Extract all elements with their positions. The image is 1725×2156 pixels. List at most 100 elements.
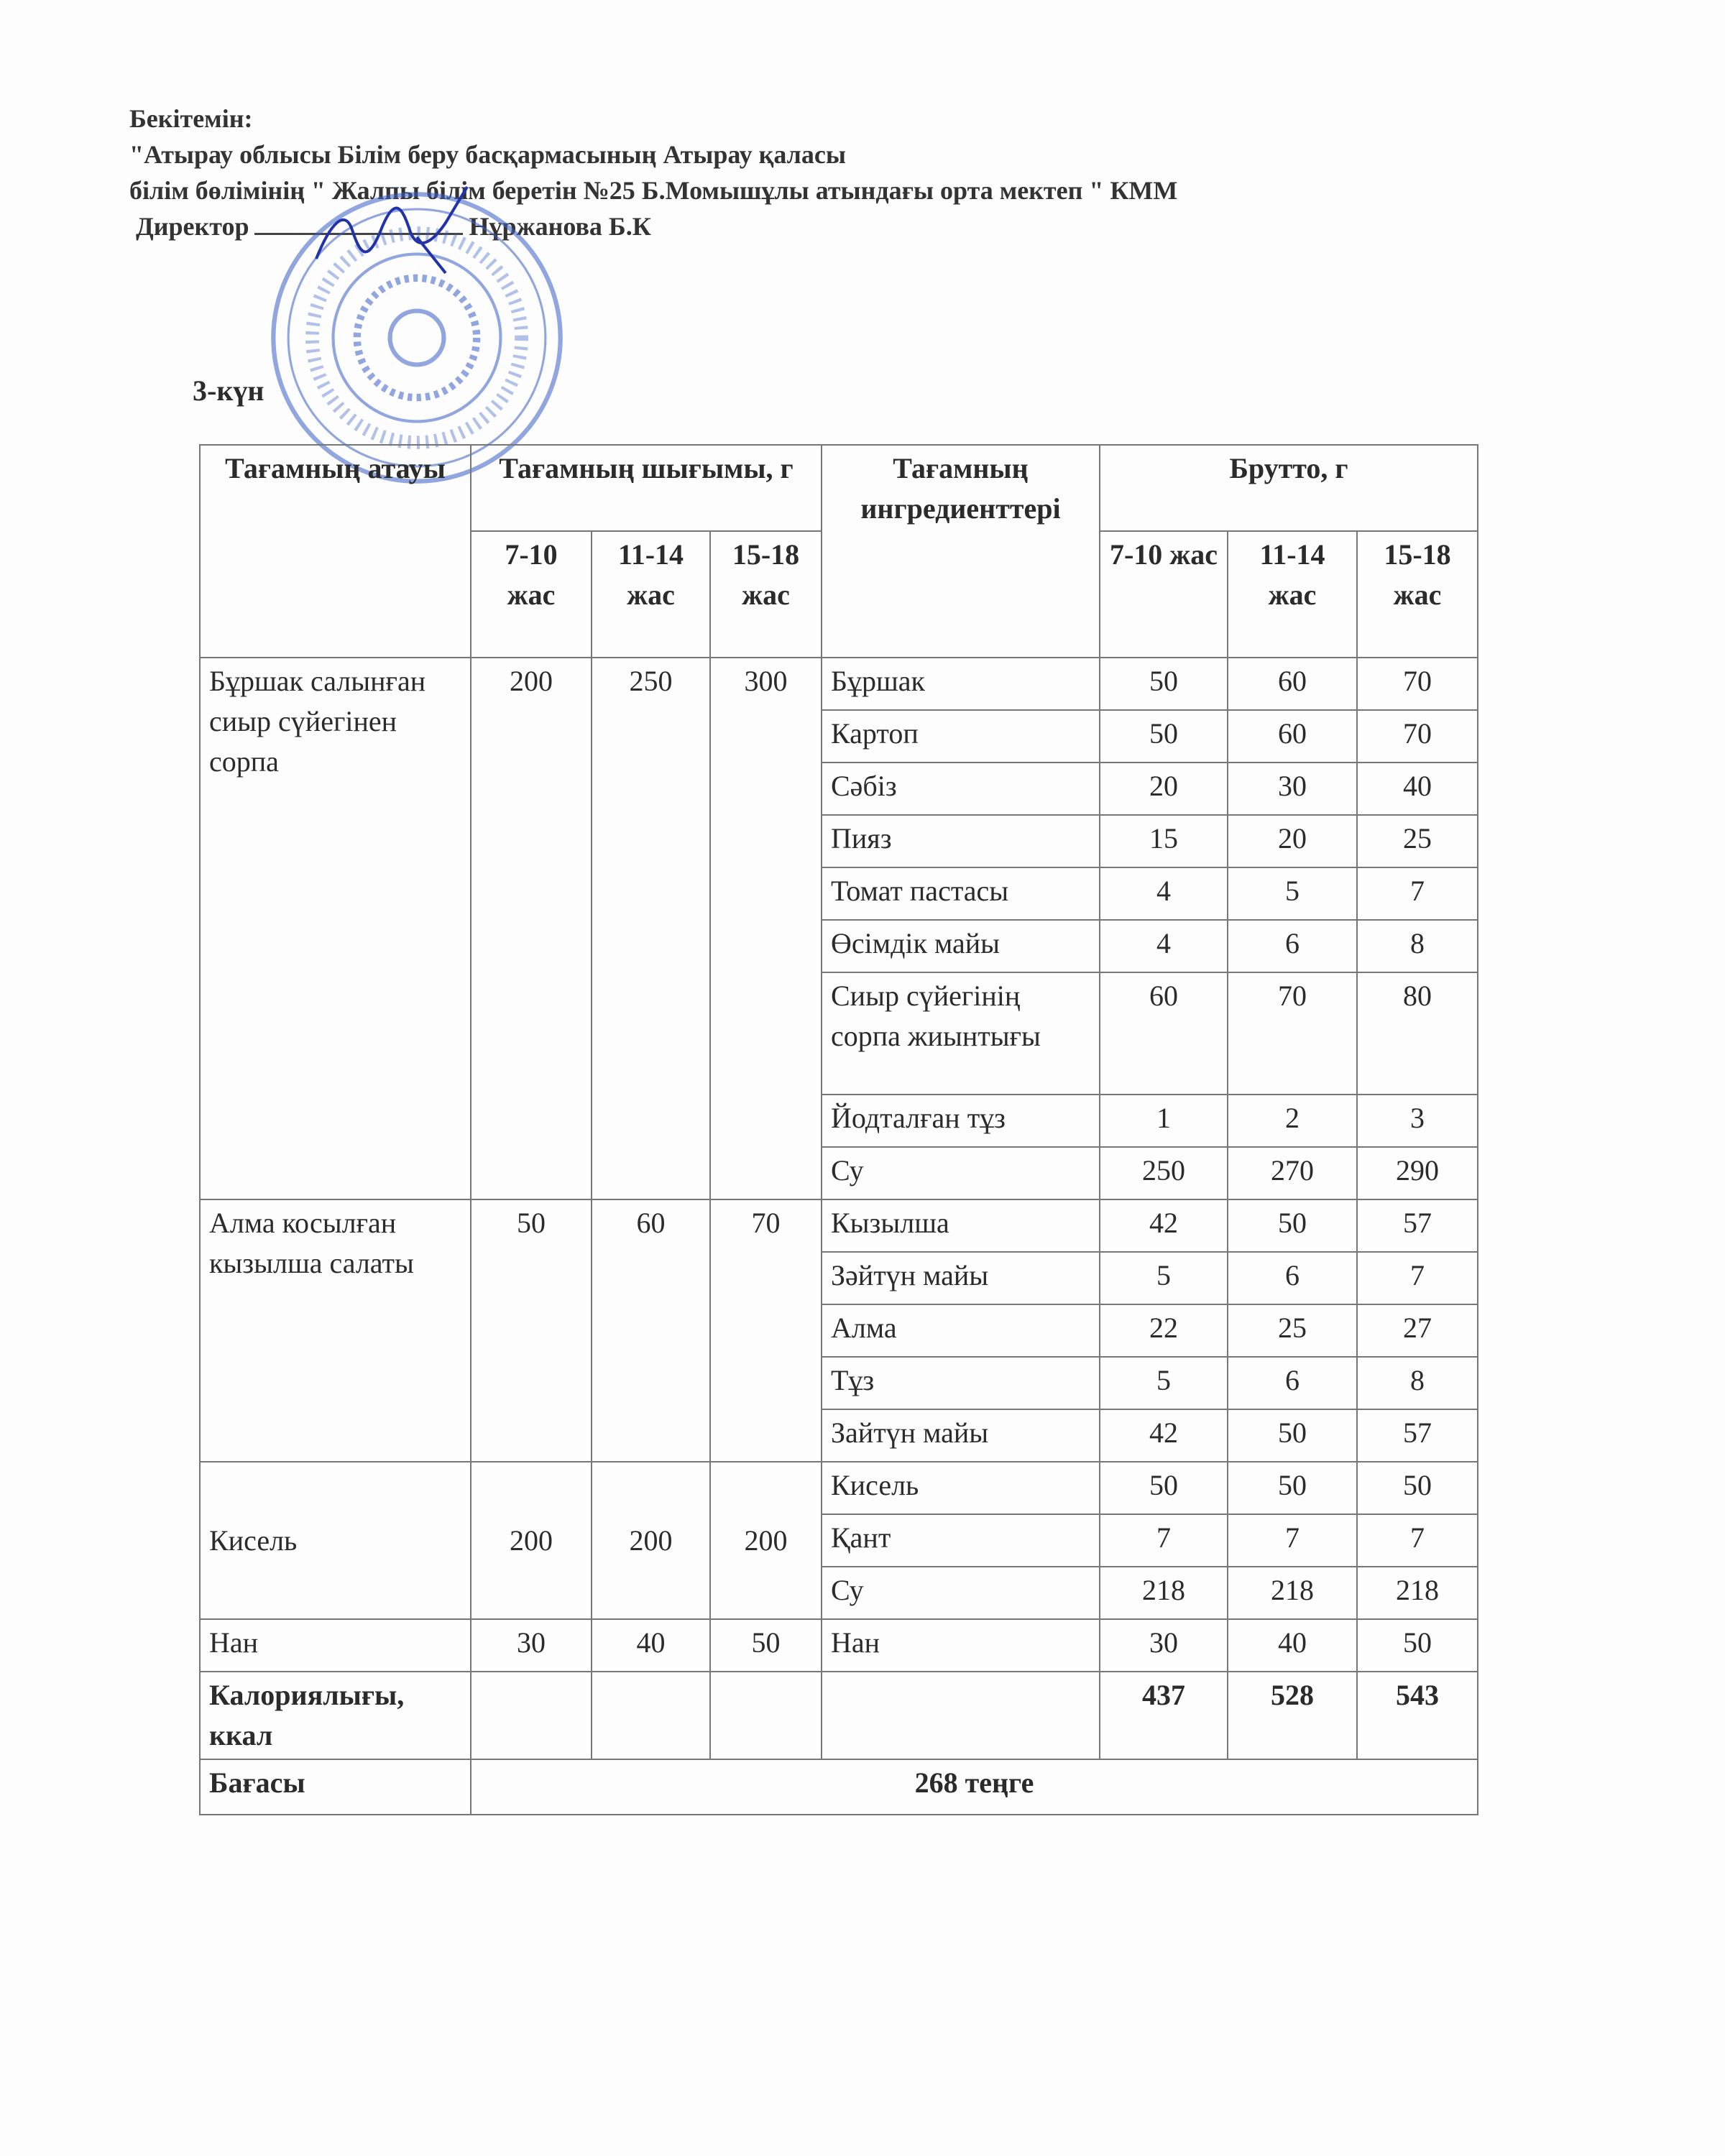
ingredient-name: Алма [821, 1304, 1100, 1358]
brutto-age-15-18: 15-18 жас [1356, 530, 1478, 658]
ingredient-brutto: 2 [1227, 1094, 1358, 1148]
ingredient-brutto: 50 [1227, 1409, 1358, 1462]
dish-yield: 200 [591, 1461, 711, 1620]
yield-age-15-18: 15-18 жас [709, 530, 822, 658]
ingredient-brutto: 50 [1356, 1618, 1478, 1672]
ingredient-brutto: 50 [1099, 709, 1228, 763]
table-row: Бұршак салынған сиыр сүйегінен сорпа 200 2… [199, 657, 1478, 1200]
ingredient-brutto: 70 [1356, 709, 1478, 763]
dish-yield: 50 [709, 1618, 822, 1672]
dish-name: Нан [199, 1618, 472, 1672]
table-row: Қант 7 7 7 [200, 1514, 1478, 1567]
brutto-age-7-10: 7-10 жас [1099, 530, 1228, 658]
ingredient-name: Тұз [821, 1356, 1100, 1410]
ingredient-brutto: 70 [1227, 972, 1358, 1095]
table-row: Йодталған тұз 1 2 3 [200, 1094, 1478, 1148]
table-row: Алма косылған кызылша салаты 50 60 70 Кызылш… [199, 1199, 1478, 1462]
yield-age-7-10: 7-10 жас [470, 530, 592, 658]
ingredient-brutto: 50 [1227, 1199, 1358, 1253]
ingredient-name: Нан [821, 1618, 1100, 1672]
brutto-age-11-14: 11-14 жас [1227, 530, 1358, 658]
ingredient-brutto: 80 [1356, 972, 1478, 1095]
price-label: Бағасы [199, 1759, 472, 1815]
ingredient-brutto: 15 [1099, 814, 1228, 868]
ingredient-brutto: 270 [1227, 1146, 1358, 1200]
header-brutto: Брутто, г [1099, 444, 1478, 532]
price-row: Бағасы 268 теңге [199, 1759, 1478, 1815]
table-row: Нан 30 40 50 Нан 30 40 50 [199, 1618, 1478, 1672]
ingredient-brutto: 25 [1227, 1304, 1358, 1358]
ingredient-brutto: 27 [1356, 1304, 1478, 1358]
calories-row: Калориялығы, ккал 437 528 543 [199, 1671, 1478, 1760]
ingredient-name: Өсімдік майы [821, 919, 1100, 973]
table-row: Картоп 50 60 70 [200, 709, 1478, 763]
approval-header: Бекітемін: "Атырау облысы Білім беру бас… [129, 101, 1177, 244]
dish-yield: 60 [591, 1199, 711, 1462]
ingredient-name: Кызылша [821, 1199, 1100, 1253]
ingredient-brutto: 57 [1356, 1199, 1478, 1253]
ingredient-brutto: 6 [1227, 1356, 1358, 1410]
empty-cell [470, 1671, 592, 1760]
dish-yield: 40 [591, 1618, 711, 1672]
ingredient-name: Су [821, 1146, 1100, 1200]
ingredient-brutto: 6 [1227, 919, 1358, 973]
dish-yield: 50 [470, 1199, 592, 1462]
ingredient-brutto: 40 [1227, 1618, 1358, 1672]
ingredient-brutto: 20 [1099, 762, 1228, 816]
price-value: 268 теңге [470, 1759, 1478, 1815]
ingredient-brutto: 6 [1227, 1251, 1358, 1305]
table-row: Алма 22 25 27 [200, 1304, 1478, 1358]
table-row: Зайтүн майы 42 50 57 [200, 1409, 1478, 1462]
ingredient-brutto: 8 [1356, 919, 1478, 973]
ingredient-brutto: 5 [1099, 1251, 1228, 1305]
ingredient-name: Йодталған тұз [821, 1094, 1100, 1148]
org-line-1: "Атырау облысы Білім беру басқармасының … [129, 140, 846, 169]
empty-cell [591, 1671, 711, 1760]
ingredient-name: Зайтүн майы [821, 1409, 1100, 1462]
header-yield: Тағамның шығымы, г [470, 444, 822, 532]
ingredient-brutto: 8 [1356, 1356, 1478, 1410]
signature-line [254, 211, 464, 235]
ingredient-brutto: 218 [1356, 1566, 1478, 1620]
ingredient-brutto: 50 [1099, 1461, 1228, 1515]
ingredient-name: Пияз [821, 814, 1100, 868]
dish-name: Бұршак салынған сиыр сүйегінен сорпа [199, 657, 472, 1200]
menu-table: Тағамның атауы Тағамның шығымы, г Тағамн… [199, 444, 1478, 1815]
ingredient-brutto: 4 [1099, 919, 1228, 973]
ingredient-brutto: 42 [1099, 1409, 1228, 1462]
approve-label: Бекітемін: [129, 104, 253, 133]
ingredient-name: Кисель [821, 1461, 1100, 1515]
header-ingredients: Тағамның ингредиенттері [821, 444, 1100, 658]
table-row: Сәбіз 20 30 40 [200, 762, 1478, 816]
dish-name: Кисель [199, 1461, 472, 1620]
ingredient-name: Картоп [821, 709, 1100, 763]
ingredient-name: Томат пастасы [821, 867, 1100, 921]
ingredient-brutto: 50 [1099, 657, 1228, 711]
ingredient-brutto: 7 [1227, 1514, 1358, 1567]
calories-value: 437 [1099, 1671, 1228, 1760]
ingredient-brutto: 3 [1356, 1094, 1478, 1148]
table-row: Зәйтүн майы 5 6 7 [200, 1251, 1478, 1305]
ingredient-brutto: 250 [1099, 1146, 1228, 1200]
ingredient-brutto: 60 [1227, 657, 1358, 711]
table-row: Томат пастасы 4 5 7 [200, 867, 1478, 921]
ingredient-brutto: 7 [1356, 867, 1478, 921]
yield-age-11-14: 11-14 жас [591, 530, 711, 658]
dish-yield: 250 [591, 657, 711, 1200]
director-signature [315, 185, 469, 275]
dish-name: Алма косылған кызылша салаты [199, 1199, 472, 1462]
ingredient-brutto: 22 [1099, 1304, 1228, 1358]
dish-yield: 200 [470, 657, 592, 1200]
ingredient-name: Су [821, 1566, 1100, 1620]
ingredient-brutto: 57 [1356, 1409, 1478, 1462]
ingredient-brutto: 30 [1099, 1618, 1228, 1672]
table-row: Пияз 15 20 25 [200, 814, 1478, 868]
ingredient-brutto: 40 [1356, 762, 1478, 816]
ingredient-brutto: 7 [1356, 1251, 1478, 1305]
ingredient-brutto: 70 [1356, 657, 1478, 711]
ingredient-brutto: 218 [1099, 1566, 1228, 1620]
ingredient-brutto: 7 [1099, 1514, 1228, 1567]
ingredient-brutto: 42 [1099, 1199, 1228, 1253]
table-row: Сиыр сүйегінің сорпа жиынтығы 60 70 80 [200, 972, 1478, 1095]
ingredient-brutto: 60 [1099, 972, 1228, 1095]
